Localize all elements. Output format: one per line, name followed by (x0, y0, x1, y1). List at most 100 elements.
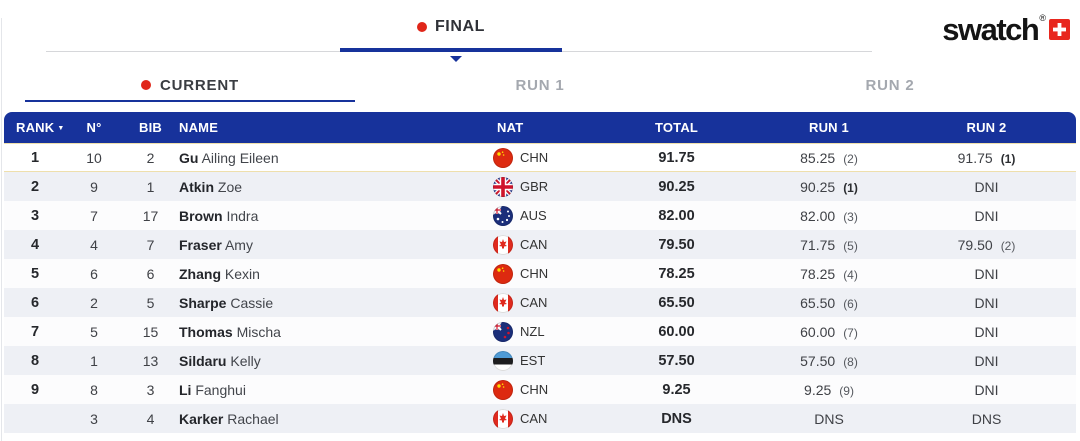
flag-CHN-icon (493, 147, 513, 168)
bib-cell: 6 (146, 265, 155, 282)
registered-trademark-symbol: ® (1039, 12, 1046, 23)
run1-score-cell: 9.25 (9) (749, 382, 909, 398)
column-header-rank[interactable]: RANK ▼ (4, 120, 66, 135)
athlete-first-name: Kelly (230, 352, 261, 369)
run2-score-cell: 91.75 (1) (909, 150, 1064, 166)
athlete-name-cell: Karker Rachael (179, 411, 479, 427)
run1-score-cell: 85.25 (2) (749, 150, 909, 166)
athlete-name-cell: Brown Indra (179, 208, 479, 224)
run-tabs-bar: CURRENT RUN 1 RUN 2 (15, 62, 1065, 108)
table-row[interactable]: 1 10 2 Gu Ailing Eileen CHN 91.75 85.25 (… (4, 143, 1076, 172)
swatch-logo: swatch ® (942, 12, 1070, 45)
athlete-name-cell: Thomas Mischa (179, 324, 479, 340)
athlete-first-name: Ailing Eileen (201, 149, 279, 166)
caret-down-icon (450, 56, 462, 62)
bib-cell: 15 (142, 323, 159, 340)
table-row[interactable]: 5 6 6 Zhang Kexin CHN 78.25 78.25 (4) DNI (4, 259, 1076, 288)
table-row[interactable]: 7 5 15 Thomas Mischa NZL 60.00 60.00 (7) … (4, 317, 1076, 346)
rank-cell: 5 (30, 265, 40, 282)
flag-NZL-icon (493, 321, 513, 342)
total-score-cell: 57.50 (658, 352, 695, 369)
flag-AUS-icon (493, 205, 513, 226)
tab-run1[interactable]: RUN 1 (365, 62, 715, 108)
table-row[interactable]: 4 4 7 Fraser Amy CAN 79.50 71.75 (5) 79.5… (4, 230, 1076, 259)
table-row[interactable]: 8 1 13 Sildaru Kelly EST 57.50 57.50 (8) … (4, 346, 1076, 375)
nation-code: GBR (520, 179, 549, 194)
run2-score-cell: DNI (909, 266, 1064, 282)
nationality-cell: CAN (479, 234, 604, 255)
table-row[interactable]: 3 4 Karker Rachael CAN DNS DNS DNS (4, 404, 1076, 433)
rank-cell: 9 (30, 381, 40, 398)
nation-code: CAN (520, 411, 548, 426)
live-dot-icon (416, 22, 427, 32)
bib-cell: 13 (142, 352, 159, 369)
final-tab-underline (340, 48, 562, 52)
run2-rank: (1) (1000, 151, 1016, 166)
run1-score-cell: 57.50 (8) (749, 353, 909, 369)
run1-score: 71.75 (800, 236, 836, 253)
bib-cell: 3 (146, 381, 155, 398)
run1-rank: (4) (843, 267, 858, 282)
column-header-nat: NAT (497, 120, 524, 135)
run1-score: 9.25 (804, 381, 832, 398)
nation-code: NZL (520, 324, 545, 339)
final-tab-label: FINAL (434, 18, 486, 35)
run1-rank: (3) (843, 209, 858, 224)
athlete-first-name: Rachael (227, 410, 279, 427)
run2-score-cell: 79.50 (2) (909, 237, 1064, 253)
athlete-first-name: Fanghui (195, 381, 246, 398)
run2-score-cell: DNI (909, 295, 1064, 311)
run1-score: 57.50 (800, 352, 836, 369)
run2-score-cell: DNI (909, 179, 1064, 195)
athlete-last-name: Zhang (179, 265, 221, 282)
run2-score: DNI (974, 323, 999, 340)
table-row[interactable]: 9 8 3 Li Fanghui CHN 9.25 9.25 (9) DNI (4, 375, 1076, 404)
nation-code: CAN (520, 295, 548, 310)
tab-run2[interactable]: RUN 2 (715, 62, 1065, 108)
tab-current-underline (25, 100, 355, 102)
run2-score: DNI (974, 207, 999, 224)
run2-rank: (2) (1000, 238, 1016, 253)
bib-cell: 7 (146, 236, 155, 253)
column-header-run2: RUN 2 (966, 120, 1007, 135)
run1-rank: (9) (839, 383, 854, 398)
number-cell: 9 (90, 178, 98, 195)
athlete-first-name: Kexin (224, 265, 260, 282)
sort-descending-icon: ▼ (57, 125, 65, 132)
tab-current[interactable]: CURRENT (15, 62, 365, 108)
column-header-run1: RUN 1 (808, 120, 849, 135)
run2-score: DNS (971, 410, 1002, 427)
flag-CAN-icon (493, 292, 513, 313)
flag-GBR-icon (493, 176, 513, 197)
table-row[interactable]: 3 7 17 Brown Indra AUS 82.00 82.00 (3) DN… (4, 201, 1076, 230)
total-score-cell: 60.00 (658, 323, 695, 340)
column-header-total: TOTAL (654, 120, 699, 135)
tab-final[interactable]: FINAL (340, 12, 562, 42)
final-tab-bar: FINAL swatch ® (0, 0, 1080, 62)
athlete-first-name: Indra (226, 207, 259, 224)
run1-rank: (8) (843, 354, 858, 369)
run1-rank: (6) (843, 296, 858, 311)
total-score-cell: 79.50 (658, 236, 695, 253)
total-score-cell: 65.50 (658, 294, 695, 311)
run2-score-cell: DNI (909, 324, 1064, 340)
number-cell: 2 (90, 294, 98, 311)
run1-score: 85.25 (800, 149, 836, 166)
total-score-cell: 90.25 (658, 178, 695, 195)
run1-rank: (2) (843, 151, 858, 166)
tab-current-label: CURRENT (160, 76, 239, 94)
column-header-number: N° (86, 120, 102, 135)
athlete-last-name: Sharpe (179, 294, 227, 311)
run1-score-cell: 90.25 (1) (749, 179, 909, 195)
run1-score-cell: 78.25 (4) (749, 266, 909, 282)
table-row[interactable]: 6 2 5 Sharpe Cassie CAN 65.50 65.50 (6) D… (4, 288, 1076, 317)
flag-CHN-icon (493, 263, 513, 284)
nationality-cell: CAN (479, 408, 604, 429)
results-table: RANK ▼ N° BIB NAME NAT TOTAL RUN 1 RUN 2 … (4, 112, 1076, 433)
flag-CHN-icon (493, 379, 513, 400)
run1-score-cell: 82.00 (3) (749, 208, 909, 224)
run1-score-cell: 60.00 (7) (749, 324, 909, 340)
bib-cell: 4 (146, 410, 155, 427)
table-row[interactable]: 2 9 1 Atkin Zoe GBR 90.25 90.25 (1) DNI (4, 172, 1076, 201)
run2-score-cell: DNI (909, 382, 1064, 398)
